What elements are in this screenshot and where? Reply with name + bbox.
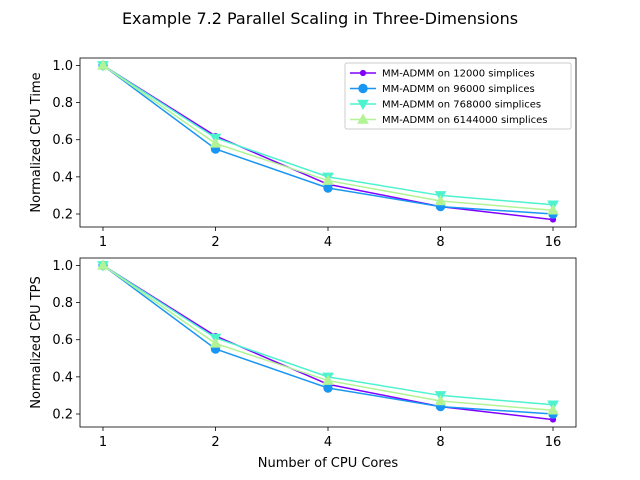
data-point xyxy=(209,137,222,148)
legend-entry: MM-ADMM on 12000 simplices xyxy=(350,69,535,80)
y-tick-label: 0.8 xyxy=(52,96,73,111)
x-tick-label: 8 xyxy=(436,235,444,250)
y-tick-label: 0.4 xyxy=(52,170,73,185)
legend-entry: MM-ADMM on 6144000 simplices xyxy=(350,113,547,126)
data-point xyxy=(209,337,222,348)
legend-box xyxy=(344,62,572,130)
x-tick-label: 1 xyxy=(99,235,107,250)
x-tick-label: 2 xyxy=(211,235,219,250)
y-tick-label: 1.0 xyxy=(52,259,73,274)
data-point xyxy=(323,383,333,393)
y-axis-label: Normalized CPU Time xyxy=(29,72,44,212)
x-tick-label: 16 xyxy=(545,435,562,450)
data-point xyxy=(97,259,109,270)
data-point xyxy=(97,59,109,70)
series-1 xyxy=(99,262,557,423)
x-tick-label: 16 xyxy=(545,235,562,250)
series-4 xyxy=(97,259,559,415)
legend-entry: MM-ADMM on 96000 simplices xyxy=(350,83,535,95)
data-point xyxy=(434,394,447,406)
legend-entry: MM-ADMM on 768000 simplices xyxy=(350,100,541,111)
data-point xyxy=(547,404,559,415)
legend-marker xyxy=(358,83,368,94)
legend-label: MM-ADMM on 12000 simplices xyxy=(382,69,535,80)
x-tick-label: 2 xyxy=(211,435,219,450)
x-tick-label: 4 xyxy=(324,235,332,250)
y-axis-label: Normalized CPU TPS xyxy=(29,276,44,408)
y-tick-label: 0.6 xyxy=(52,133,73,148)
bottom-subplot: 1 2 4 8 16 0.2 0.4 0.6 0.8 1.0 Normalized CPU TPS N… xyxy=(29,257,577,471)
x-tick-label: 1 xyxy=(99,435,107,450)
legend-label: MM-ADMM on 6144000 simplices xyxy=(382,115,547,126)
legend-label: MM-ADMM on 768000 simplices xyxy=(382,100,541,111)
data-point xyxy=(547,204,559,215)
series-2 xyxy=(98,260,558,419)
y-tick-label: 0.8 xyxy=(52,296,73,311)
y-tick-label: 0.6 xyxy=(52,333,73,348)
legend: MM-ADMM on 12000 simplices MM-ADMM on 960… xyxy=(344,62,572,130)
legend-marker xyxy=(359,69,367,77)
figure-title: Example 7.2 Parallel Scaling in Three-Di… xyxy=(122,9,518,28)
legend-marker xyxy=(357,99,369,111)
axes-frame xyxy=(79,257,577,428)
x-tick-label: 8 xyxy=(436,435,444,450)
series-4 xyxy=(97,59,559,215)
x-axis-label: Number of CPU Cores xyxy=(258,456,399,471)
legend-marker xyxy=(357,113,369,124)
top-subplot: 1 2 4 8 16 0.2 0.4 0.6 0.8 1.0 Normalized CPU Time… xyxy=(29,57,577,250)
legend-label: MM-ADMM on 96000 simplices xyxy=(382,84,535,95)
series-line xyxy=(102,264,554,421)
y-tick-label: 0.2 xyxy=(52,408,73,423)
data-point xyxy=(323,183,333,193)
y-tick-label: 1.0 xyxy=(52,59,73,74)
x-tick-label: 4 xyxy=(324,435,332,450)
data-point xyxy=(322,374,334,385)
y-tick-label: 0.4 xyxy=(52,370,73,385)
y-tick-label: 0.2 xyxy=(52,208,73,223)
data-point xyxy=(434,194,447,206)
data-point xyxy=(322,174,334,185)
